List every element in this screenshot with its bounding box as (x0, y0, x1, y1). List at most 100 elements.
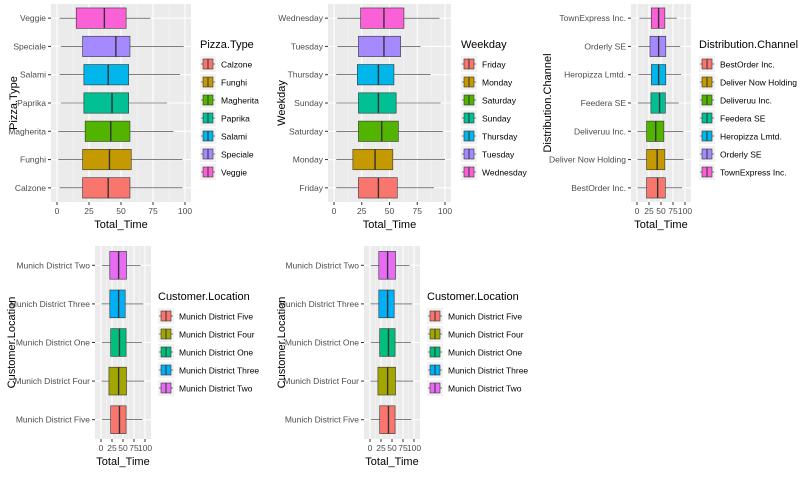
box-munich-district-two (101, 251, 141, 280)
x-tick-label: 50 (385, 206, 395, 216)
box-funghi (58, 149, 183, 171)
box-munich-district-three (370, 289, 413, 319)
box-townexpress-inc- (639, 7, 677, 29)
box-sunday (336, 92, 441, 114)
legend-entry: Munich District Four (448, 330, 524, 340)
chart-location1: 0 25 50 75 100 Munich District Five Munich Dis… (6, 246, 259, 468)
legend-title: Pizza.Type (200, 39, 254, 51)
box-speciale (60, 35, 184, 57)
legend-entry: BestOrder Inc. (720, 60, 775, 70)
y-tick-label: Munich District Four (14, 376, 90, 386)
x-tick-label: 0 (368, 443, 373, 453)
legend-entry: Munich District Three (448, 366, 528, 376)
legend-entry: Wednesday (482, 168, 527, 178)
box-body (108, 366, 127, 396)
legend: Distribution.Channel BestOrder Inc. Delive… (699, 39, 798, 180)
y-tick-label: Munich District Three (10, 299, 90, 309)
x-tick-label: 0 (55, 206, 60, 216)
box-body (377, 366, 396, 396)
chart-weekday: 0 25 50 75 100 Friday Monday Saturday Sunday Thur… (276, 4, 527, 231)
y-tick-label: Orderly SE (584, 41, 626, 51)
legend-entry: Deliver Now Holding (720, 78, 797, 88)
y-tick-label: Sunday (294, 98, 324, 108)
y-tick-label: Speciale (13, 41, 46, 51)
x-tick-label: 25 (84, 206, 94, 216)
x-tick-label: 25 (644, 206, 654, 216)
y-axis-title: Customer.Location (276, 297, 288, 389)
box-veggie (59, 7, 151, 29)
y-tick-label: Paprika (17, 98, 46, 108)
legend-entry: Paprika (221, 114, 250, 124)
legend-entry: Munich District Three (179, 366, 259, 376)
legend-entry: Sunday (482, 114, 512, 124)
y-tick-label: Thursday (288, 70, 324, 80)
box-body (109, 289, 126, 319)
box-body (82, 149, 132, 171)
legend-entry: Funghi (221, 78, 247, 88)
box-body (646, 177, 666, 199)
y-tick-label: Munich District One (16, 338, 90, 348)
y-tick-label: Friday (299, 183, 323, 193)
y-axis-title: Customer.Location (6, 297, 18, 389)
box-body (357, 64, 395, 86)
y-tick-label: Munich District Two (285, 260, 359, 270)
box-body (358, 35, 401, 57)
box-munich-district-one (370, 328, 411, 357)
box-tuesday (337, 35, 421, 57)
y-tick-label: BestOrder Inc. (571, 183, 626, 193)
box-munich-district-five (370, 405, 412, 434)
x-tick-label: 50 (116, 206, 126, 216)
legend-entry: Heropizza Lmtd. (720, 132, 782, 142)
y-tick-label: Monday (293, 155, 324, 165)
x-tick-label: 25 (357, 206, 367, 216)
legend-entry: Munich District One (179, 348, 253, 358)
x-axis-title: Total_Time (634, 219, 687, 231)
legend-title: Weekday (461, 39, 507, 51)
x-tick-label: 75 (129, 443, 139, 453)
legend: Customer.Location Munich District Five Mun… (158, 291, 259, 396)
legend-title: Distribution.Channel (699, 39, 798, 51)
y-axis-title: Distribution.Channel (542, 53, 554, 152)
y-tick-label: Munich District One (285, 338, 359, 348)
x-tick-label: 75 (413, 206, 423, 216)
box-body (378, 289, 395, 319)
x-tick-label: 0 (99, 443, 104, 453)
box-wednesday (337, 7, 440, 29)
legend-entry: Thursday (482, 132, 518, 142)
box-orderly-se (638, 35, 681, 57)
legend-entry: Feedera SE (720, 114, 766, 124)
chart-pizza: 0 25 50 75 100 Calzone Funghi Magherita Paprika S… (8, 4, 259, 231)
legend-entry: Veggie (221, 168, 247, 178)
x-tick-label: 100 (178, 206, 192, 216)
x-tick-label: 100 (138, 443, 152, 453)
box-body (646, 149, 666, 171)
x-tick-label: 0 (332, 206, 337, 216)
x-tick-label: 25 (107, 443, 117, 453)
box-munich-district-two (370, 251, 410, 280)
box-body (352, 149, 394, 171)
legend-entry: Speciale (221, 150, 254, 160)
legend-entry: TownExpress Inc. (720, 168, 787, 178)
y-axis-title: Weekday (276, 80, 288, 126)
x-axis-title: Total_Time (96, 456, 149, 468)
box-body (379, 405, 396, 434)
legend-entry: Munich District Five (179, 312, 253, 322)
y-tick-label: Deliver Now Holding (549, 155, 626, 165)
y-tick-label: Munich District Three (279, 299, 359, 309)
y-tick-label: Munich District Two (16, 260, 90, 270)
x-tick-label: 75 (668, 206, 678, 216)
box-paprika (60, 92, 168, 114)
y-tick-label: Salami (20, 70, 46, 80)
box-salami (59, 64, 180, 86)
box-munich-district-three (101, 289, 144, 319)
x-tick-label: 25 (376, 443, 386, 453)
y-tick-label: Calzone (15, 183, 46, 193)
box-body (82, 177, 131, 199)
box-deliver-now-holding (637, 149, 684, 171)
chart-location2: 0 25 50 75 100 Munich District Five Munich Dis… (276, 246, 528, 468)
y-tick-label: Tuesday (291, 41, 324, 51)
box-calzone (59, 177, 183, 199)
x-tick-label: 0 (635, 206, 640, 216)
